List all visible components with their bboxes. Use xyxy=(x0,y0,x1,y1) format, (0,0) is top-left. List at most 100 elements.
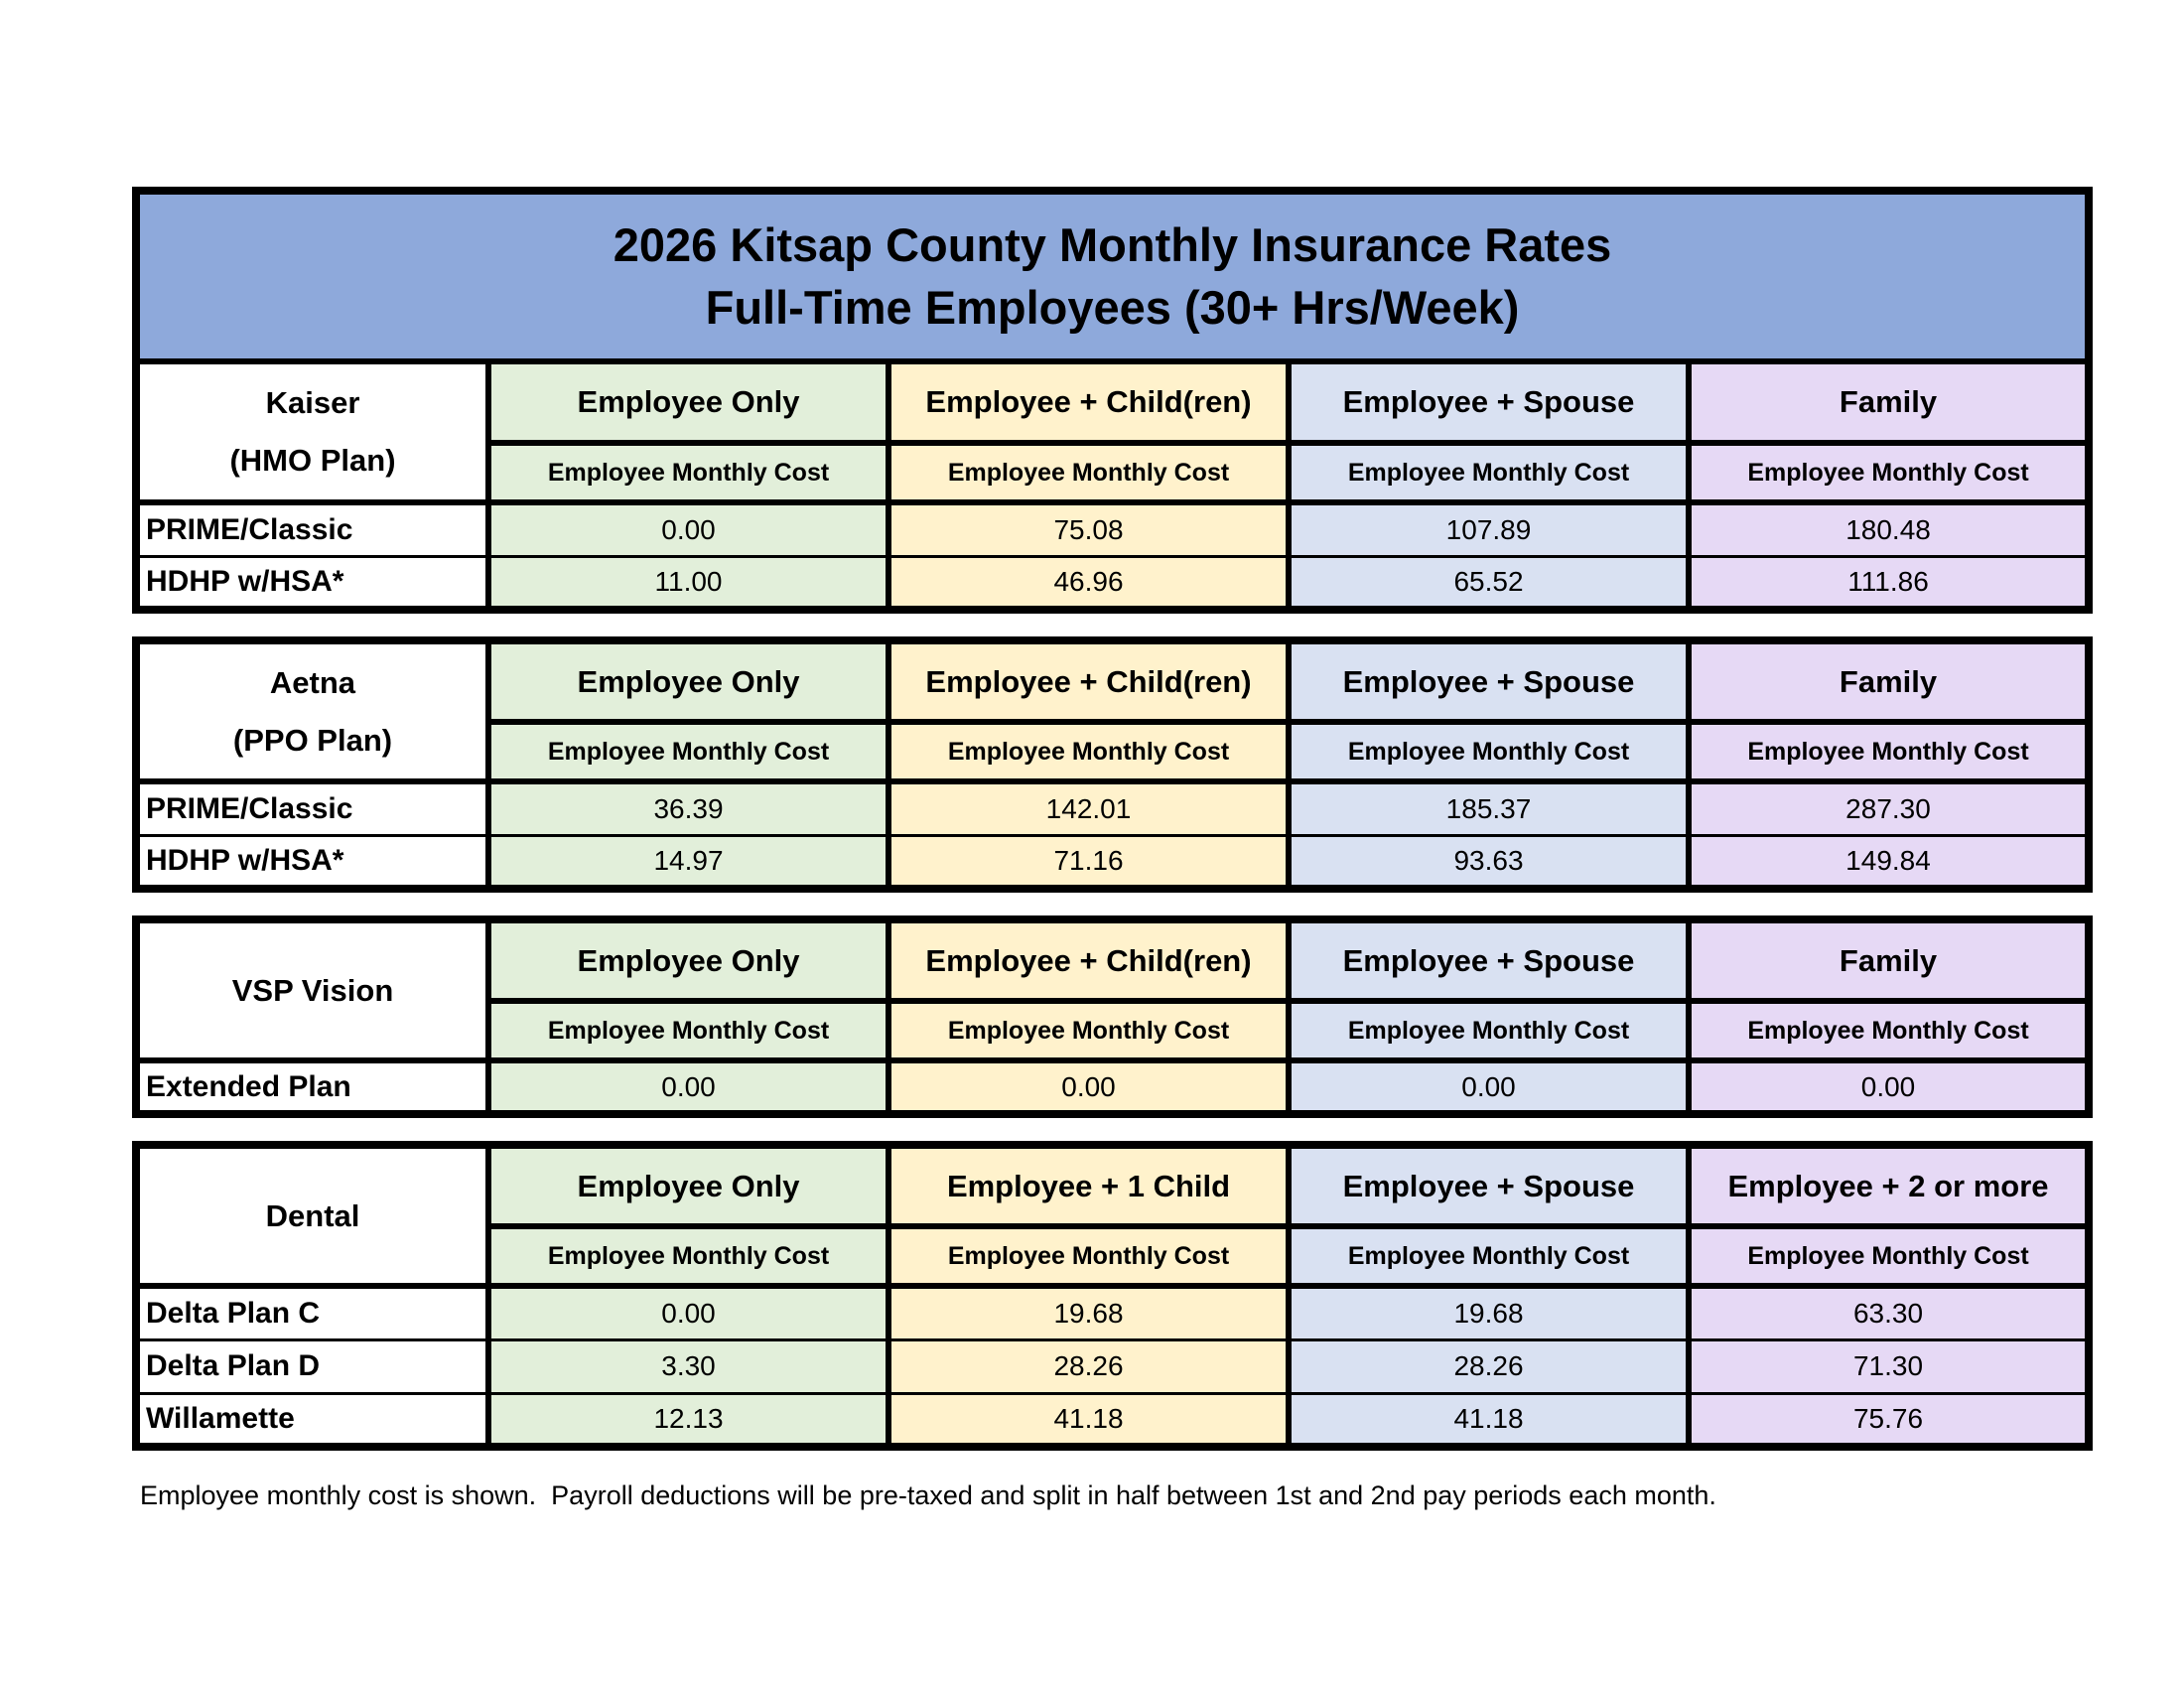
subheader-monthly-cost: Employee Monthly Cost xyxy=(485,1223,891,1289)
column-header-employee-spouse: Employee + Spouse xyxy=(1286,1142,1692,1229)
rate-cell: 75.76 xyxy=(1686,1391,2092,1449)
vsp-name-line1: VSP Vision xyxy=(231,972,394,1008)
subheader-monthly-cost: Employee Monthly Cost xyxy=(1286,998,1692,1063)
dental-name-line1: Dental xyxy=(265,1197,360,1233)
subheader-monthly-cost: Employee Monthly Cost xyxy=(886,998,1292,1063)
column-header-employee-1-child: Employee + 1 Child xyxy=(886,1142,1292,1229)
rate-cell: 41.18 xyxy=(1286,1391,1692,1449)
footnote-text: Employee monthly cost is shown. Payroll … xyxy=(140,1480,1716,1510)
subheader-monthly-cost: Employee Monthly Cost xyxy=(485,719,891,784)
rate-cell: 14.97 xyxy=(485,833,891,891)
rate-cell: 142.01 xyxy=(886,779,1292,837)
column-header-employee-only: Employee Only xyxy=(485,916,891,1004)
table-row: Extended Plan 0.00 0.00 0.00 0.00 xyxy=(133,1058,2092,1116)
rate-cell: 111.86 xyxy=(1685,554,2093,612)
row-label: Delta Plan C xyxy=(133,1284,491,1341)
rate-cell: 11.00 xyxy=(485,554,891,612)
subheader-monthly-cost: Employee Monthly Cost xyxy=(1286,440,1692,505)
page-title-line2: Full-Time Employees (30+ Hrs/Week) xyxy=(705,280,1520,334)
rate-cell: 0.00 xyxy=(886,1058,1292,1116)
rate-cell: 149.84 xyxy=(1686,833,2092,891)
row-label: PRIME/Classic xyxy=(133,779,491,837)
rate-cell: 107.89 xyxy=(1286,500,1692,558)
vsp-table: VSP Vision Employee Only Employee + Chil… xyxy=(132,915,2093,1118)
rate-cell: 36.39 xyxy=(485,779,891,837)
rate-cell: 28.26 xyxy=(1286,1337,1692,1395)
aetna-name-line1: Aetna xyxy=(269,664,356,700)
rate-cell: 12.13 xyxy=(485,1391,891,1449)
rate-cell: 41.18 xyxy=(886,1391,1292,1449)
dental-group-name: Dental xyxy=(133,1142,491,1289)
column-header-employee-child: Employee + Child(ren) xyxy=(886,637,1292,725)
column-header-employee-child: Employee + Child(ren) xyxy=(886,358,1292,446)
rate-cell: 71.30 xyxy=(1686,1337,2092,1395)
rate-cell: 19.68 xyxy=(886,1284,1292,1341)
column-header-employee-2-or-more: Employee + 2 or more xyxy=(1686,1142,2092,1229)
dental-table: Dental Employee Only Employee + 1 Child … xyxy=(132,1141,2093,1451)
subheader-monthly-cost: Employee Monthly Cost xyxy=(485,998,891,1063)
row-label: Delta Plan D xyxy=(133,1337,491,1395)
rate-sheet: 2026 Kitsap County Monthly Insurance Rat… xyxy=(132,187,2094,1511)
rate-cell: 0.00 xyxy=(485,1284,891,1341)
table-row: Willamette 12.13 41.18 41.18 75.76 xyxy=(133,1391,2092,1449)
column-header-employee-only: Employee Only xyxy=(485,1142,891,1229)
rate-cell: 180.48 xyxy=(1685,500,2093,558)
rate-cell: 0.00 xyxy=(485,500,891,558)
table-row: PRIME/Classic 36.39 142.01 185.37 287.30 xyxy=(133,779,2092,837)
rate-cell: 287.30 xyxy=(1686,779,2092,837)
rate-cell: 185.37 xyxy=(1286,779,1692,837)
row-label: HDHP w/HSA* xyxy=(133,833,491,891)
rate-cell: 0.00 xyxy=(485,1058,891,1116)
vsp-group-name: VSP Vision xyxy=(133,916,491,1063)
aetna-name-line2: (PPO Plan) xyxy=(232,722,393,758)
column-header-employee-spouse: Employee + Spouse xyxy=(1286,637,1692,725)
row-label: Extended Plan xyxy=(133,1058,491,1116)
rate-cell: 71.16 xyxy=(886,833,1292,891)
table-row: HDHP w/HSA* 14.97 71.16 93.63 149.84 xyxy=(133,833,2092,891)
row-label: Willamette xyxy=(133,1391,491,1449)
kaiser-table: 2026 Kitsap County Monthly Insurance Rat… xyxy=(132,187,2094,614)
column-header-employee-spouse: Employee + Spouse xyxy=(1286,916,1692,1004)
subheader-monthly-cost: Employee Monthly Cost xyxy=(1286,1223,1692,1289)
subheader-monthly-cost: Employee Monthly Cost xyxy=(485,440,891,505)
rate-cell: 93.63 xyxy=(1286,833,1692,891)
table-row: Delta Plan C 0.00 19.68 19.68 63.30 xyxy=(133,1284,2092,1341)
table-row: Delta Plan D 3.30 28.26 28.26 71.30 xyxy=(133,1337,2092,1395)
page-title: 2026 Kitsap County Monthly Insurance Rat… xyxy=(132,188,2093,364)
column-header-family: Family xyxy=(1686,916,2092,1004)
subheader-monthly-cost: Employee Monthly Cost xyxy=(1685,440,2093,505)
kaiser-group-name: Kaiser (HMO Plan) xyxy=(133,358,491,505)
column-header-family: Family xyxy=(1686,637,2092,725)
column-header-employee-only: Employee Only xyxy=(485,637,891,725)
subheader-monthly-cost: Employee Monthly Cost xyxy=(1686,998,2092,1063)
kaiser-name-line2: (HMO Plan) xyxy=(229,443,396,478)
row-label: PRIME/Classic xyxy=(133,500,491,558)
subheader-monthly-cost: Employee Monthly Cost xyxy=(1286,719,1692,784)
rate-cell: 19.68 xyxy=(1286,1284,1692,1341)
subheader-monthly-cost: Employee Monthly Cost xyxy=(886,1223,1292,1289)
column-header-employee-child: Employee + Child(ren) xyxy=(886,916,1292,1004)
column-header-employee-spouse: Employee + Spouse xyxy=(1286,358,1692,446)
aetna-table: Aetna (PPO Plan) Employee Only Employee … xyxy=(132,636,2093,893)
column-header-employee-only: Employee Only xyxy=(485,358,891,446)
subheader-monthly-cost: Employee Monthly Cost xyxy=(1686,1223,2092,1289)
kaiser-name-line1: Kaiser xyxy=(265,385,360,420)
table-row: HDHP w/HSA* 11.00 46.96 65.52 111.86 xyxy=(133,554,2093,612)
subheader-monthly-cost: Employee Monthly Cost xyxy=(886,719,1292,784)
column-header-family: Family xyxy=(1685,358,2093,446)
page-title-line1: 2026 Kitsap County Monthly Insurance Rat… xyxy=(613,218,1612,272)
rate-cell: 0.00 xyxy=(1686,1058,2092,1116)
aetna-group-name: Aetna (PPO Plan) xyxy=(133,637,491,784)
rate-cell: 28.26 xyxy=(886,1337,1292,1395)
rate-cell: 75.08 xyxy=(886,500,1292,558)
rate-cell: 63.30 xyxy=(1686,1284,2092,1341)
subheader-monthly-cost: Employee Monthly Cost xyxy=(1686,719,2092,784)
rate-cell: 0.00 xyxy=(1286,1058,1692,1116)
subheader-monthly-cost: Employee Monthly Cost xyxy=(886,440,1292,505)
table-row: PRIME/Classic 0.00 75.08 107.89 180.48 xyxy=(133,500,2093,558)
rate-cell: 46.96 xyxy=(886,554,1292,612)
row-label: HDHP w/HSA* xyxy=(133,554,491,612)
rate-cell: 65.52 xyxy=(1286,554,1692,612)
rate-cell: 3.30 xyxy=(485,1337,891,1395)
